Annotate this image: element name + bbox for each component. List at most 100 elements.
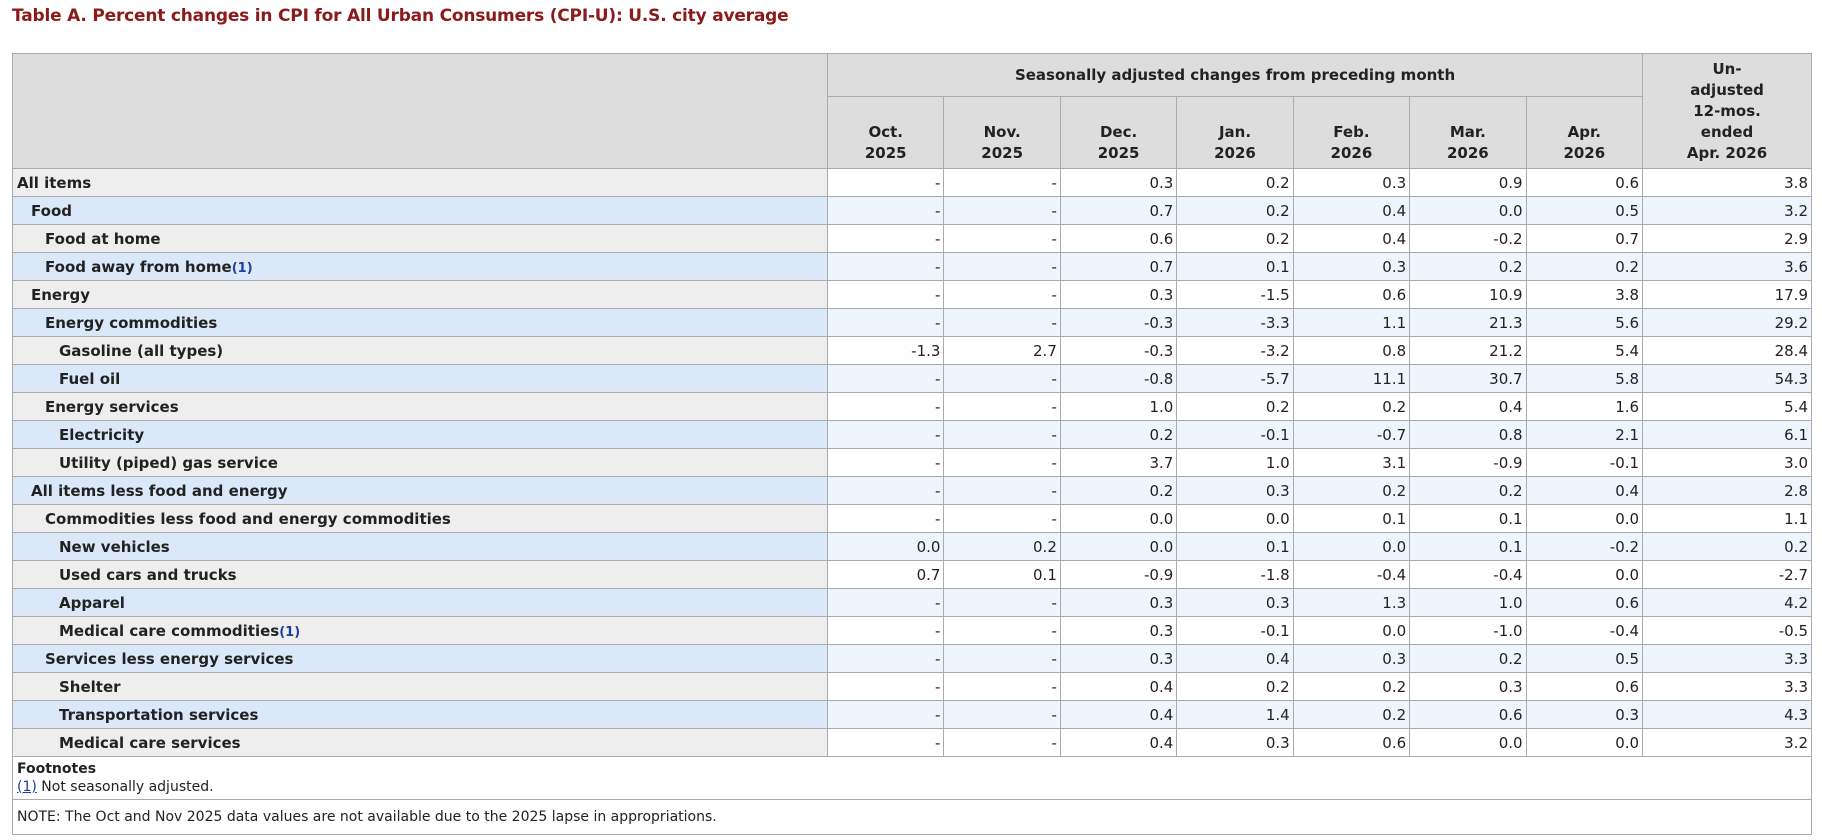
value-cell: 0.3 [1176, 476, 1294, 505]
value-cell: 0.0 [1409, 728, 1527, 757]
value-cell: 0.0 [1525, 728, 1644, 757]
row-label: Utility (piped) gas service [11, 448, 829, 477]
row-label: Transportation services [11, 700, 829, 729]
row-label: Commodities less food and energy commodi… [11, 504, 829, 533]
value-cell: 0.7 [827, 560, 945, 589]
month-header-6: Apr. 2026 [1525, 96, 1644, 169]
value-cell: 1.1 [1292, 308, 1411, 337]
value-cell: 5.4 [1525, 336, 1644, 365]
value-cell: 0.0 [1292, 532, 1411, 561]
value-cell: 0.0 [1525, 560, 1644, 589]
value-cell: - [827, 616, 945, 645]
footnote-ref-link[interactable]: (1) [279, 624, 301, 640]
value-cell: 0.2 [1176, 672, 1294, 701]
value-cell: 0.6 [1292, 728, 1411, 757]
value-cell: 2.7 [943, 336, 1061, 365]
value-cell: 0.0 [1059, 532, 1178, 561]
value-cell: -0.8 [1059, 364, 1178, 393]
table-row: Food - -0.7 0.2 0.4 0.0 0.5 3.2 [11, 196, 1812, 225]
value-cell: 0.4 [1059, 700, 1178, 729]
table-row: Fuel oil - - -0.8 -5.7 11.1 30.7 5.8 54.3 [11, 364, 1812, 393]
value-cell: - [943, 280, 1061, 309]
table-caption: Table A. Percent changes in CPI for All … [12, 6, 789, 26]
value-cell: - [827, 448, 945, 477]
table-row: Energy - -0.3 -1.5 0.6 10.9 3.8 17.9 [11, 280, 1812, 309]
table-row: Services less energy services - -0.3 0.4 0.3… [11, 644, 1812, 673]
value-cell: 0.0 [1059, 504, 1178, 533]
unadjusted-value-cell: 3.2 [1642, 728, 1812, 757]
value-cell: 0.0 [1176, 504, 1294, 533]
value-cell: - [827, 168, 945, 197]
value-cell: 2.1 [1525, 420, 1644, 449]
unadjusted-header-line: ended [1700, 122, 1754, 141]
value-cell: 0.1 [943, 560, 1061, 589]
month-header-row: Oct. 2025 Nov. 2025 Dec. 2025 Jan. 2026 Feb. 2026… [13, 96, 1812, 169]
value-cell: - [827, 644, 945, 673]
unadjusted-header-line: Un- [1712, 59, 1742, 78]
value-cell: 0.3 [1176, 728, 1294, 757]
unadjusted-header-line: Apr. 2026 [1686, 143, 1768, 162]
table-row: Medical care services - -0.4 0.3 0.6 0.0 0.0 3.… [11, 728, 1812, 757]
value-cell: 21.3 [1409, 308, 1527, 337]
row-label-text: All items less food and energy [31, 481, 288, 500]
value-cell: 5.6 [1525, 308, 1644, 337]
month-year: 2026 [1563, 144, 1606, 162]
month-name: Nov. [983, 123, 1021, 141]
unadjusted-value-cell: 5.4 [1642, 392, 1812, 421]
value-cell: 0.6 [1525, 588, 1644, 617]
row-label: Energy commodities [11, 308, 829, 337]
value-cell: 0.1 [1292, 504, 1411, 533]
row-label-text: Shelter [59, 677, 121, 696]
footnote-1-link[interactable]: (1) [17, 779, 37, 795]
unadjusted-value-cell: 3.8 [1642, 168, 1812, 197]
row-label: Fuel oil [11, 364, 829, 393]
value-cell: - [943, 476, 1061, 505]
value-cell: 0.6 [1525, 168, 1644, 197]
row-label: All items less food and energy [11, 476, 829, 505]
value-cell: 0.2 [1409, 476, 1527, 505]
value-cell: 0.2 [1292, 392, 1411, 421]
value-cell: 0.9 [1409, 168, 1527, 197]
unadjusted-value-cell: -2.7 [1642, 560, 1812, 589]
unadjusted-header-line: adjusted [1690, 80, 1764, 99]
row-label-text: Transportation services [59, 705, 259, 724]
unadjusted-value-cell: 2.8 [1642, 476, 1812, 505]
unadjusted-value-cell: 2.9 [1642, 224, 1812, 253]
unadjusted-value-cell: 3.3 [1642, 672, 1812, 701]
value-cell: -0.4 [1292, 560, 1411, 589]
value-cell: - [827, 588, 945, 617]
row-label-text: Apparel [59, 593, 125, 612]
value-cell: 0.4 [1409, 392, 1527, 421]
row-label-text: All items [17, 173, 92, 192]
table-row: Medical care commodities(1) - -0.3 -0.1 0.0-… [11, 616, 1812, 645]
row-label: Gasoline (all types) [11, 336, 829, 365]
row-label-text: Energy [31, 285, 91, 304]
value-cell: 10.9 [1409, 280, 1527, 309]
row-label: Shelter [11, 672, 829, 701]
value-cell: - [827, 476, 945, 505]
value-cell: 0.2 [1525, 252, 1644, 281]
value-cell: -0.1 [1176, 420, 1294, 449]
value-cell: -0.4 [1409, 560, 1527, 589]
value-cell: 0.3 [1292, 252, 1411, 281]
value-cell: 0.3 [1176, 588, 1294, 617]
row-label-text: Energy commodities [45, 313, 218, 332]
table-row: Apparel - -0.3 0.3 1.3 1.0 0.6 4.2 [11, 588, 1812, 617]
row-label-text: Gasoline (all types) [59, 341, 224, 360]
value-cell: - [943, 308, 1061, 337]
row-label-text: Used cars and trucks [59, 565, 237, 584]
value-cell: -1.8 [1176, 560, 1294, 589]
row-label-text: Utility (piped) gas service [59, 453, 278, 472]
value-cell: - [943, 588, 1061, 617]
seasonal-group-header: Seasonally adjusted changes from precedi… [827, 53, 1644, 97]
month-header-1: Nov. 2025 [943, 96, 1061, 169]
value-cell: - [943, 644, 1061, 673]
value-cell: 0.4 [1525, 476, 1644, 505]
value-cell: 0.3 [1409, 672, 1527, 701]
table-row: New vehicles 0.0 0.2 0.0 0.1 0.0 0.1 -0.2 0.2 [11, 532, 1812, 561]
value-cell: - [827, 308, 945, 337]
value-cell: - [827, 420, 945, 449]
footnote-ref-link[interactable]: (1) [231, 260, 253, 276]
row-label: Apparel [11, 588, 829, 617]
value-cell: -0.1 [1525, 448, 1644, 477]
